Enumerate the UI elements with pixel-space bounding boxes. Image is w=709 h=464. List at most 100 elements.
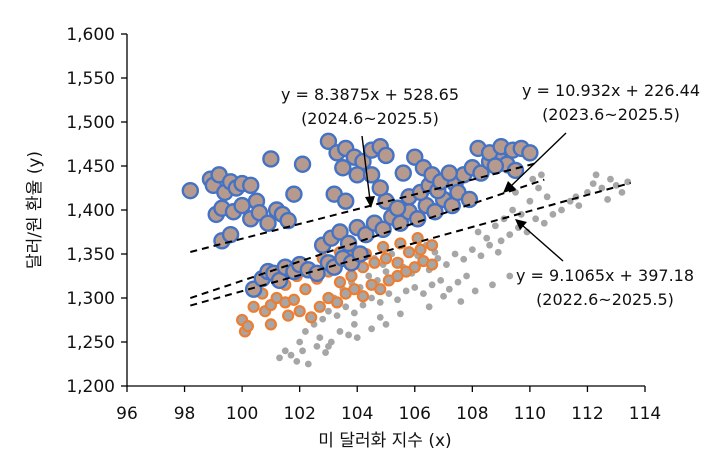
data-point-2022.6~2025.5 — [333, 312, 341, 319]
trendline-2024-period: (2024.6~2025.5) — [301, 109, 439, 128]
data-point-2022.6~2025.5 — [526, 197, 534, 205]
data-point-2023.6~2025.5 — [333, 276, 347, 289]
data-point-2022.6~2025.5 — [463, 272, 470, 280]
trendline-2022-period: (2022.6~2025.5) — [536, 290, 674, 309]
data-point-2023.6~2025.5 — [247, 300, 260, 313]
data-point-2022.6~2025.5 — [491, 222, 499, 230]
data-point-2022.6~2025.5 — [509, 206, 517, 214]
data-point-2024.6~2025.5 — [377, 146, 395, 165]
data-point-2022.6~2025.5 — [532, 215, 540, 223]
data-point-2022.6~2025.5 — [385, 290, 393, 297]
data-point-2023.6~2025.5 — [330, 296, 344, 309]
data-point-2022.6~2025.5 — [353, 334, 361, 341]
data-point-2022.6~2025.5 — [506, 231, 514, 239]
data-point-2024.6~2025.5 — [348, 166, 366, 184]
data-point-2022.6~2025.5 — [468, 246, 476, 254]
data-point-2024.6~2025.5 — [319, 132, 338, 151]
data-point-2023.6~2025.5 — [374, 283, 387, 296]
data-point-2022.6~2025.5 — [592, 171, 600, 179]
trendline-2024-equation: y = 8.3875x + 528.65 — [281, 85, 459, 104]
data-point-2023.6~2025.5 — [425, 239, 439, 252]
data-point-2024.6~2025.5 — [460, 190, 479, 209]
data-point-2022.6~2025.5 — [612, 181, 620, 189]
data-point-2022.6~2025.5 — [445, 285, 453, 293]
data-point-2022.6~2025.5 — [607, 175, 614, 183]
data-point-2022.6~2025.5 — [497, 237, 505, 245]
data-point-2023.6~2025.5 — [356, 290, 370, 303]
data-point-2022.6~2025.5 — [402, 287, 410, 295]
data-point-2022.6~2025.5 — [365, 272, 373, 280]
data-point-2023.6~2025.5 — [264, 318, 277, 331]
data-point-2024.6~2025.5 — [293, 155, 312, 173]
data-point-2023.6~2025.5 — [402, 246, 416, 259]
data-point-2022.6~2025.5 — [540, 219, 548, 227]
data-point-2022.6~2025.5 — [396, 310, 404, 318]
data-point-2022.6~2025.5 — [325, 343, 332, 350]
trendline-2024-arrow — [361, 135, 371, 201]
data-point-2022.6~2025.5 — [304, 360, 312, 368]
data-point-2022.6~2025.5 — [471, 287, 479, 295]
data-point-2022.6~2025.5 — [411, 284, 419, 291]
data-point-2024.6~2025.5 — [486, 157, 505, 175]
data-point-2022.6~2025.5 — [296, 338, 304, 346]
trendline-2023-equation: y = 10.932x + 226.44 — [522, 81, 700, 100]
trendline-2023-arrowhead — [503, 181, 516, 193]
data-point-2022.6~2025.5 — [302, 328, 309, 335]
data-point-2022.6~2025.5 — [319, 315, 327, 323]
data-point-2022.6~2025.5 — [506, 272, 514, 280]
data-point-2022.6~2025.5 — [376, 299, 384, 306]
x-tick-label: 102 — [283, 404, 315, 424]
x-tick-label: 110 — [514, 404, 546, 424]
trendline-2022-equation: y = 9.1065x + 397.18 — [516, 266, 694, 285]
data-point-2022.6~2025.5 — [460, 255, 468, 263]
data-point-2022.6~2025.5 — [382, 321, 390, 328]
data-point-2022.6~2025.5 — [322, 349, 329, 356]
trendline-2022-arrowhead — [515, 219, 527, 230]
data-point-2024.6~2025.5 — [440, 164, 459, 182]
data-point-2022.6~2025.5 — [494, 248, 502, 256]
y-tick-label: 1,300 — [66, 289, 115, 309]
x-ticks: 96 98 100 102 104 106 108 110 112 114 — [116, 386, 661, 424]
data-point-2023.6~2025.5 — [411, 232, 424, 245]
data-point-2022.6~2025.5 — [428, 281, 436, 289]
data-point-2022.6~2025.5 — [483, 234, 491, 242]
data-point-2022.6~2025.5 — [549, 211, 557, 218]
data-point-2022.6~2025.5 — [517, 211, 525, 218]
y-tick-label: 1,600 — [66, 25, 115, 45]
trendline-(2023.6~2025.5) — [189, 178, 545, 299]
trendline-2022-arrow — [521, 224, 564, 262]
x-tick-label: 98 — [174, 404, 196, 424]
data-point-2024.6~2025.5 — [426, 203, 444, 221]
data-point-2022.6~2025.5 — [342, 303, 350, 311]
data-point-2024.6~2025.5 — [233, 196, 251, 215]
data-point-2024.6~2025.5 — [408, 210, 427, 228]
data-point-2022.6~2025.5 — [604, 196, 611, 203]
data-point-2024.6~2025.5 — [221, 225, 240, 244]
data-point-2022.6~2025.5 — [529, 175, 537, 183]
data-point-2024.6~2025.5 — [371, 179, 389, 197]
data-point-2022.6~2025.5 — [437, 277, 445, 284]
data-point-2022.6~2025.5 — [451, 250, 459, 258]
data-point-2022.6~2025.5 — [325, 307, 332, 315]
trendlines — [189, 162, 631, 307]
data-point-2022.6~2025.5 — [558, 206, 565, 214]
data-point-2022.6~2025.5 — [489, 281, 496, 289]
x-tick-label: 96 — [116, 404, 138, 424]
data-point-2022.6~2025.5 — [276, 354, 283, 362]
x-tick-label: 106 — [399, 404, 431, 424]
y-tick-label: 1,500 — [66, 113, 115, 133]
data-point-2022.6~2025.5 — [454, 278, 462, 286]
data-point-2022.6~2025.5 — [368, 294, 376, 302]
data-point-2024.6~2025.5 — [351, 245, 369, 263]
data-point-2022.6~2025.5 — [350, 321, 358, 328]
y-ticks: 1,200 1,250 1,300 1,350 1,400 1,450 1,500 1,550… — [66, 25, 127, 397]
x-tick-label: 114 — [629, 404, 661, 424]
trendline-2023-arrow — [509, 132, 567, 188]
data-point-2022.6~2025.5 — [598, 184, 606, 192]
data-point-2023.6~2025.5 — [377, 240, 390, 254]
data-point-2024.6~2025.5 — [521, 144, 539, 162]
data-point-2022.6~2025.5 — [535, 184, 542, 192]
data-point-2022.6~2025.5 — [420, 290, 427, 297]
data-point-2022.6~2025.5 — [443, 261, 450, 268]
